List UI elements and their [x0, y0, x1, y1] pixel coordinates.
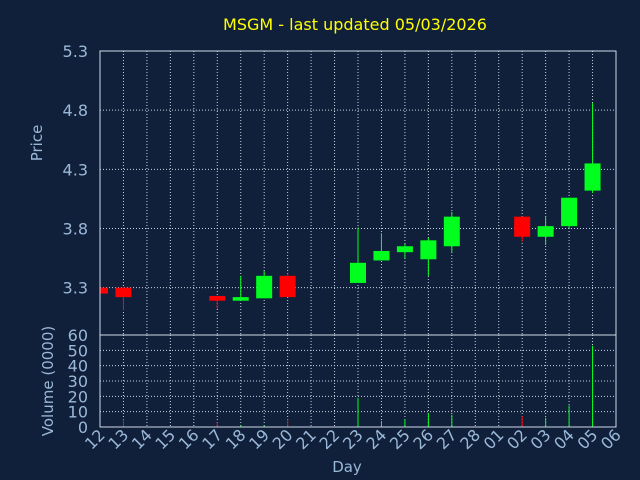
volume-axis-label: Volume (0000) [39, 326, 57, 436]
candle-body [100, 287, 108, 294]
ticks-layer: 5.34.84.33.83.36050403020100121314151617… [63, 42, 625, 453]
volume-tick-label: 20 [68, 387, 88, 406]
volume-tick-label: 0 [78, 418, 88, 437]
price-tick-label: 3.8 [63, 220, 88, 239]
candle-body [279, 275, 296, 298]
candle-body [561, 197, 578, 227]
candle-body [514, 216, 531, 237]
candle-body [232, 297, 249, 301]
day-axis-label: Day [332, 458, 362, 476]
candle-body [420, 240, 437, 260]
volume-tick-label: 30 [68, 372, 88, 391]
candle-body [115, 287, 132, 298]
candle-body [209, 295, 226, 301]
price-tick-label: 4.8 [63, 101, 88, 120]
marks-layer [99, 103, 601, 427]
price-axis-label: Price [28, 125, 46, 162]
volume-tick-label: 60 [68, 326, 88, 345]
candle-body [537, 226, 554, 237]
frame-layer [99, 50, 617, 428]
volume-tick-label: 10 [68, 403, 88, 422]
candle-body [396, 246, 413, 253]
candle-body [373, 250, 390, 261]
price-tick-label: 3.3 [63, 279, 88, 298]
candle-body [350, 262, 366, 283]
day-tick-label: 06 [597, 425, 625, 453]
volume-panel-frame [99, 334, 617, 428]
price-tick-label: 4.3 [63, 160, 88, 179]
candle-body [256, 275, 273, 299]
candle-body [443, 216, 460, 247]
volume-tick-label: 50 [68, 341, 88, 360]
candle-body [584, 163, 601, 191]
chart-title: MSGM - last updated 05/03/2026 [223, 15, 487, 34]
volume-tick-label: 40 [68, 357, 88, 376]
price-tick-label: 5.3 [63, 42, 88, 61]
